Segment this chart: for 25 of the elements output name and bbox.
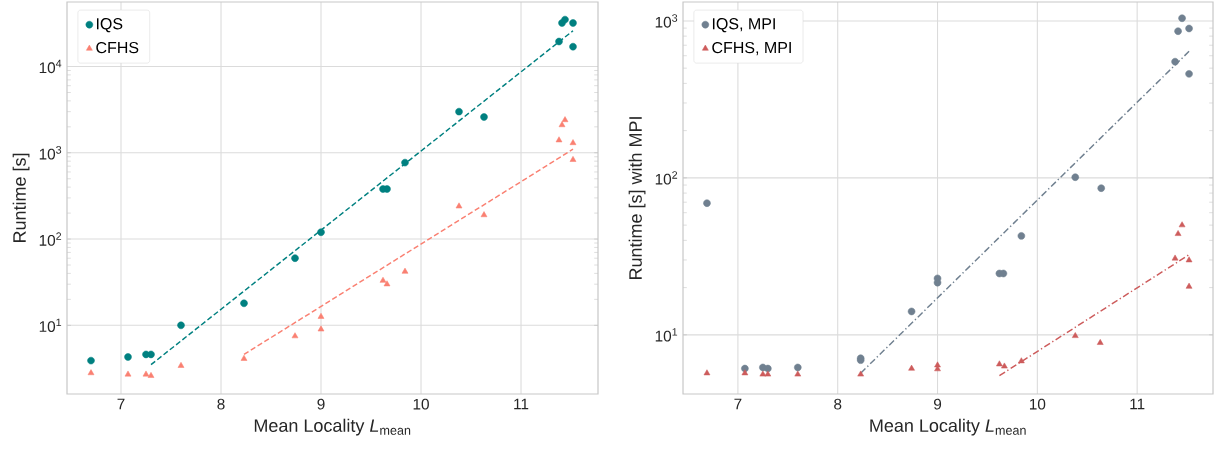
y-tick-label: 10$^{3}$ (39, 146, 62, 160)
x-axis-title: Mean Locality L$_{mean}$ (254, 418, 411, 436)
x-axis-title: Mean Locality L$_{mean}$ (870, 418, 1026, 436)
y-tick-label: 10$^{2}$ (655, 171, 678, 185)
x-tick-label: 8 (217, 398, 225, 410)
y-tick-label: 10$^{1}$ (655, 328, 678, 342)
x-tick-label: 10 (413, 398, 429, 410)
y-axis-title: Runtime [s] (12, 153, 30, 243)
x-tick-label: 8 (834, 398, 842, 410)
legend-label: IQS, MPI (712, 18, 775, 33)
y-tick-label: 10$^{3}$ (655, 14, 678, 28)
legend-label: CFHS, MPI (712, 41, 791, 56)
x-tick-label: 7 (117, 398, 125, 410)
y-tick-label: 10$^{2}$ (39, 232, 62, 246)
x-tick-label: 11 (1130, 398, 1145, 410)
x-tick-label: 9 (317, 398, 325, 410)
y-tick-label: 10$^{4}$ (39, 59, 62, 74)
x-tick-label: 9 (933, 398, 942, 410)
x-tick-label: 10 (1029, 398, 1046, 410)
x-tick-label: 11 (514, 398, 529, 410)
legend-label: CFHS (96, 41, 139, 54)
y-tick-label: 10$^{1}$ (39, 318, 62, 333)
y-axis-title: Runtime [s] with MPI (628, 117, 646, 280)
x-tick-label: 7 (734, 398, 742, 410)
legend-label: IQS (96, 18, 123, 33)
